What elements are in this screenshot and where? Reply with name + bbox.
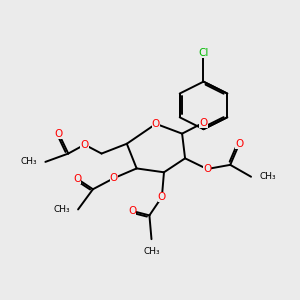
Text: O: O bbox=[158, 192, 166, 202]
Text: O: O bbox=[152, 119, 160, 129]
Text: CH₃: CH₃ bbox=[260, 172, 276, 181]
Text: O: O bbox=[203, 164, 211, 174]
Text: CH₃: CH₃ bbox=[53, 205, 70, 214]
Text: O: O bbox=[110, 173, 118, 183]
Text: CH₃: CH₃ bbox=[143, 247, 160, 256]
Text: O: O bbox=[235, 139, 243, 149]
Text: O: O bbox=[80, 140, 89, 150]
Text: O: O bbox=[200, 118, 208, 128]
Text: CH₃: CH₃ bbox=[20, 158, 37, 166]
Text: O: O bbox=[55, 129, 63, 139]
Text: O: O bbox=[73, 174, 81, 184]
Text: Cl: Cl bbox=[198, 48, 209, 59]
Text: O: O bbox=[128, 206, 136, 216]
